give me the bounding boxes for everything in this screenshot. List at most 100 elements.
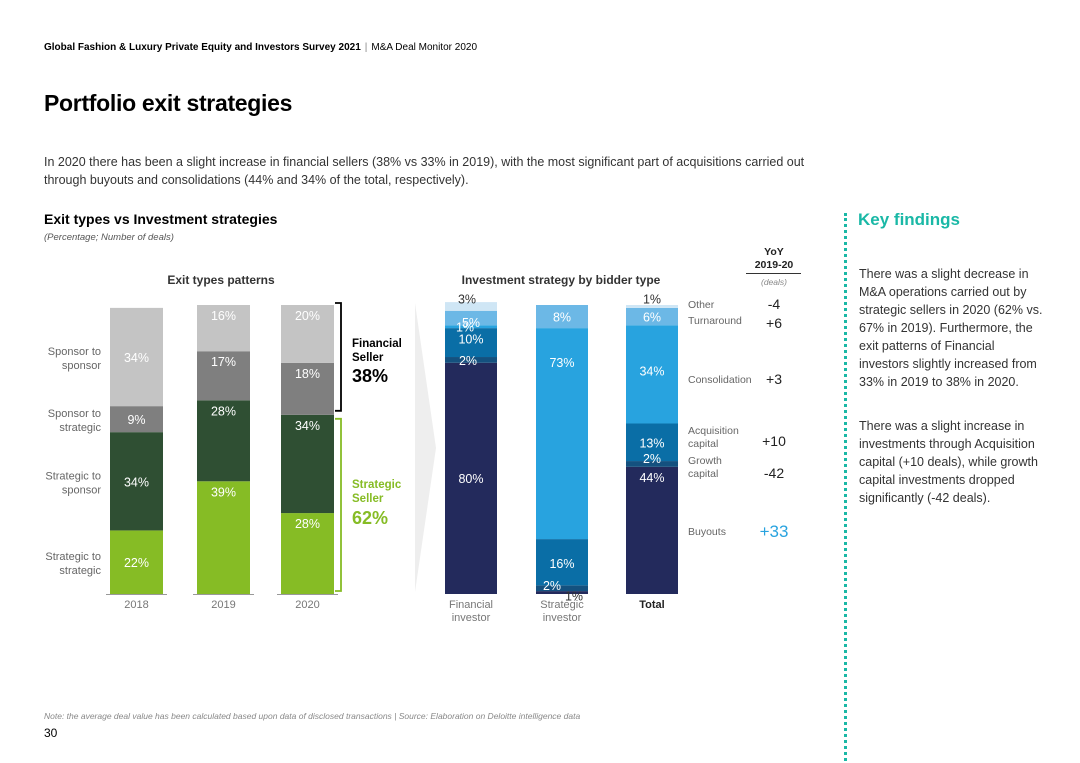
chart-title-investment-strategy: Investment strategy by bidder type bbox=[462, 273, 661, 287]
header-separator: | bbox=[364, 42, 368, 53]
chart-section-title: Exit types vs Investment strategies bbox=[44, 211, 278, 227]
bracket-value: 38% bbox=[352, 366, 388, 386]
legend-label: Other bbox=[688, 299, 715, 311]
bar-segment bbox=[536, 305, 588, 329]
bar-value-label: 34% bbox=[295, 419, 320, 433]
footnote: Note: the average deal value has been ca… bbox=[44, 711, 581, 721]
bar-value-label: 34% bbox=[124, 351, 149, 365]
x-tick-label: 2018 bbox=[124, 599, 148, 611]
series-label: Sponsor to bbox=[48, 408, 101, 420]
bar-segment bbox=[626, 305, 678, 308]
key-finding-paragraph: There was a slight increase in investmen… bbox=[859, 419, 1038, 505]
financial-seller-bracket bbox=[335, 302, 342, 412]
bar-value-label: 80% bbox=[458, 472, 483, 486]
bar-segment bbox=[110, 406, 163, 433]
series-label: Strategic to bbox=[45, 551, 101, 563]
legend-label: capital bbox=[688, 438, 718, 450]
yoy-value: +10 bbox=[762, 433, 786, 449]
bar-value-label: 28% bbox=[211, 404, 236, 418]
yoy-value: -4 bbox=[768, 296, 781, 312]
bar-segment bbox=[536, 328, 588, 540]
series-label: sponsor bbox=[62, 484, 101, 496]
yoy-value: +6 bbox=[766, 315, 782, 331]
bar-segment bbox=[536, 585, 588, 592]
key-finding-paragraph: There was a slight decrease in M&A opera… bbox=[859, 267, 1043, 389]
bar-value-label: 1% bbox=[643, 292, 661, 306]
bar-segment bbox=[281, 513, 334, 594]
series-label: Sponsor to bbox=[48, 346, 101, 358]
bracket-label: Seller bbox=[352, 352, 384, 364]
bar-value-label: 10% bbox=[458, 333, 483, 347]
bar-segment bbox=[197, 481, 250, 594]
bar-value-label: 28% bbox=[295, 517, 320, 531]
bar-segment bbox=[445, 325, 497, 329]
series-label: strategic bbox=[59, 565, 101, 577]
yoy-value: -42 bbox=[764, 465, 784, 481]
series-label: strategic bbox=[59, 422, 101, 434]
bar-segment bbox=[110, 530, 163, 594]
chart-title-exit-types: Exit types patterns bbox=[167, 273, 275, 287]
bar-value-label: 3% bbox=[458, 292, 476, 306]
bar-value-label: 13% bbox=[639, 436, 664, 450]
bar-value-label: 16% bbox=[549, 557, 574, 571]
bar-value-label: 8% bbox=[553, 311, 571, 325]
bar-value-label: 2% bbox=[543, 579, 561, 593]
bar-segment bbox=[626, 423, 678, 462]
bar-segment bbox=[110, 307, 163, 407]
bar-segment bbox=[445, 310, 497, 326]
bracket-label: Strategic bbox=[352, 479, 402, 491]
legend-label: capital bbox=[688, 468, 718, 480]
x-tick-label: Strategic bbox=[540, 599, 584, 611]
x-tick-label: Financial bbox=[449, 599, 493, 611]
x-tick-label: investor bbox=[452, 612, 491, 624]
x-tick-label: Total bbox=[639, 599, 664, 611]
bar-segment bbox=[536, 591, 588, 594]
bar-segment bbox=[197, 400, 250, 482]
bar-segment bbox=[445, 357, 497, 363]
legend-label: Growth bbox=[688, 455, 722, 467]
x-tick-label: investor bbox=[543, 612, 582, 624]
page-number: 30 bbox=[44, 726, 58, 740]
yoy-value: +3 bbox=[766, 371, 782, 387]
bar-value-label: 9% bbox=[127, 413, 145, 427]
bracket-label: Financial bbox=[352, 338, 402, 350]
legend-label: Buyouts bbox=[688, 526, 726, 538]
chart-section-subtitle: (Percentage; Number of deals) bbox=[44, 232, 174, 243]
bar-value-label: 18% bbox=[295, 367, 320, 381]
bar-value-label: 73% bbox=[549, 356, 574, 370]
series-label: sponsor bbox=[62, 360, 101, 372]
charts-canvas: Exit types patterns 22% 34% 9% 34% 2018 39% 28%… bbox=[45, 246, 801, 624]
yoy-value: +33 bbox=[760, 522, 789, 541]
bar-value-label: 34% bbox=[639, 364, 664, 378]
report-name: Global Fashion & Luxury Private Equity a… bbox=[44, 42, 361, 53]
x-tick-label: 2019 bbox=[211, 599, 235, 611]
bar-segment bbox=[626, 461, 678, 467]
bar-value-label: 17% bbox=[211, 355, 236, 369]
bar-value-label: 6% bbox=[643, 311, 661, 325]
yoy-title: 2019-20 bbox=[755, 259, 794, 271]
bar-value-label: 5% bbox=[462, 316, 480, 330]
bar-value-label: 2% bbox=[459, 354, 477, 368]
legend-label: Acquisition bbox=[688, 425, 739, 437]
report-header: Global Fashion & Luxury Private Equity a… bbox=[44, 42, 477, 53]
dotted-divider bbox=[844, 213, 847, 761]
bracket-label: Seller bbox=[352, 493, 384, 505]
bar-segment bbox=[445, 302, 497, 311]
bar-value-label: 1% bbox=[565, 590, 583, 604]
bar-value-label: 34% bbox=[124, 475, 149, 489]
bar-segment bbox=[536, 539, 588, 586]
series-label: Strategic to bbox=[45, 470, 101, 482]
bar-value-label: 2% bbox=[643, 452, 661, 466]
bar-segment bbox=[110, 432, 163, 531]
bar-segment bbox=[626, 325, 678, 424]
bar-value-label: 16% bbox=[211, 309, 236, 323]
bar-segment bbox=[626, 307, 678, 326]
bracket-value: 62% bbox=[352, 508, 388, 528]
report-section: M&A Deal Monitor 2020 bbox=[371, 42, 478, 53]
bar-value-label: 20% bbox=[295, 309, 320, 323]
legend-label: Consolidation bbox=[688, 374, 752, 386]
strategic-seller-bracket bbox=[335, 417, 342, 592]
bar-value-label: 44% bbox=[639, 471, 664, 485]
bar-value-label: 1% bbox=[456, 321, 474, 335]
x-tick-label: 2020 bbox=[295, 599, 319, 611]
